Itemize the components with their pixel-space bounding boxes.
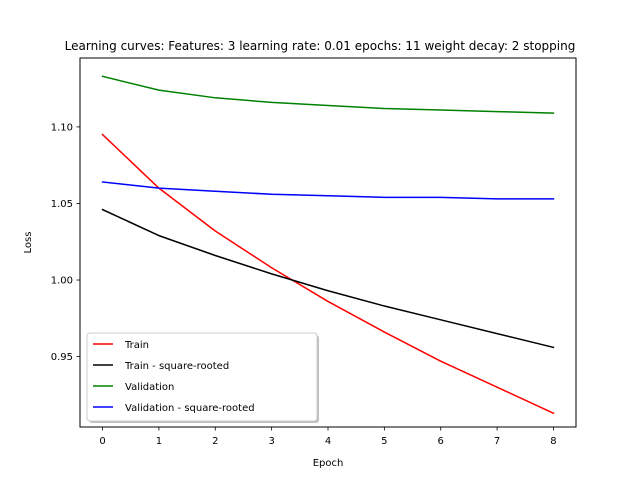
x-tick-label: 8 <box>550 436 556 447</box>
x-tick-label: 4 <box>325 436 331 447</box>
y-tick-label: 1.05 <box>51 199 73 210</box>
y-tick-label: 0.95 <box>51 352 73 363</box>
x-tick-label: 5 <box>381 436 387 447</box>
x-tick-label: 2 <box>212 436 218 447</box>
y-axis-label: Loss <box>23 232 34 254</box>
series-line-0 <box>101 133 555 415</box>
series-lines <box>101 75 555 415</box>
x-tick-label: 3 <box>268 436 274 447</box>
y-tick-label: 1.10 <box>51 122 73 133</box>
series-line-3 <box>101 181 555 200</box>
legend-label: Validation <box>125 382 174 393</box>
x-tick-label: 0 <box>99 436 105 447</box>
x-axis-label: Epoch <box>313 458 344 469</box>
series-line-2 <box>101 75 555 114</box>
series-line-1 <box>101 208 555 349</box>
x-axis: 0 1 2 3 4 5 6 7 8 <box>99 427 557 447</box>
x-tick-label: 6 <box>438 436 444 447</box>
legend-label: Train <box>124 340 149 351</box>
legend-label: Validation - square-rooted <box>125 403 255 414</box>
legend: Train Train - square-rooted Validation Vali… <box>86 332 319 423</box>
x-tick-label: 7 <box>494 436 500 447</box>
y-tick-label: 1.00 <box>51 276 73 287</box>
legend-label: Train - square-rooted <box>124 361 229 372</box>
y-axis: 0.95 1.00 1.05 1.10 <box>51 122 80 363</box>
x-tick-label: 1 <box>156 436 162 447</box>
legend-box <box>86 332 318 422</box>
chart-title: Learning curves: Features: 3 learning ra… <box>65 39 576 53</box>
